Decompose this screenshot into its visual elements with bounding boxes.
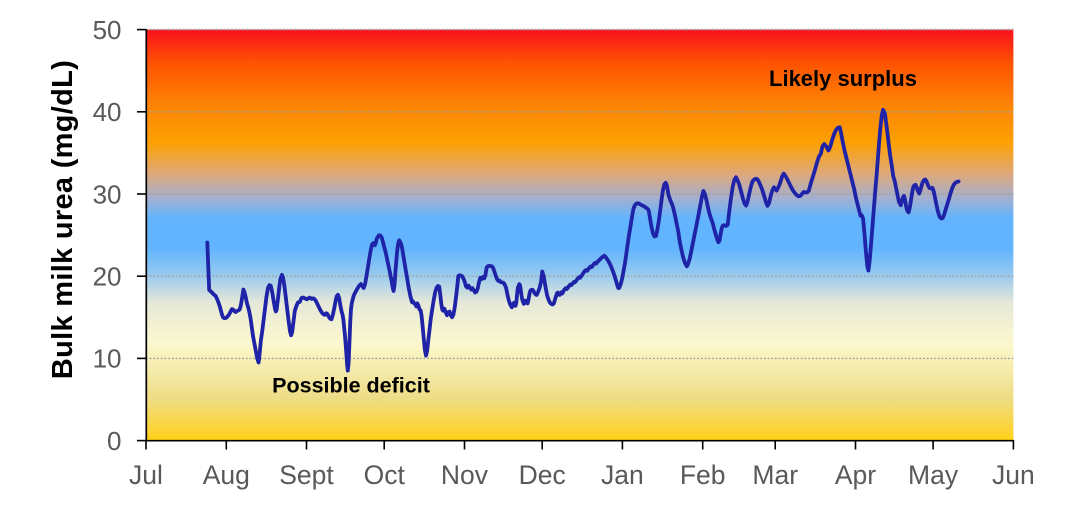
svg-text:Aug: Aug (203, 460, 250, 490)
svg-text:50: 50 (93, 15, 122, 45)
svg-text:Nov: Nov (441, 460, 489, 490)
svg-text:20: 20 (93, 262, 122, 292)
svg-text:Oct: Oct (364, 460, 406, 490)
svg-text:Feb: Feb (680, 460, 726, 490)
svg-text:Jun: Jun (992, 460, 1035, 490)
svg-text:Apr: Apr (835, 460, 876, 490)
svg-text:Possible deficit: Possible deficit (272, 374, 430, 398)
svg-text:Jul: Jul (129, 460, 163, 490)
svg-text:10: 10 (93, 344, 122, 374)
svg-text:40: 40 (93, 97, 122, 127)
svg-text:Jan: Jan (601, 460, 644, 490)
svg-text:Mar: Mar (752, 460, 798, 490)
svg-text:May: May (908, 460, 959, 490)
svg-text:0: 0 (107, 426, 121, 456)
svg-text:Bulk milk urea (mg/dL): Bulk milk urea (mg/dL) (47, 60, 79, 379)
svg-text:Sept: Sept (279, 460, 334, 490)
svg-text:Likely surplus: Likely surplus (769, 66, 917, 91)
svg-text:Dec: Dec (519, 460, 566, 490)
svg-text:30: 30 (93, 179, 122, 209)
